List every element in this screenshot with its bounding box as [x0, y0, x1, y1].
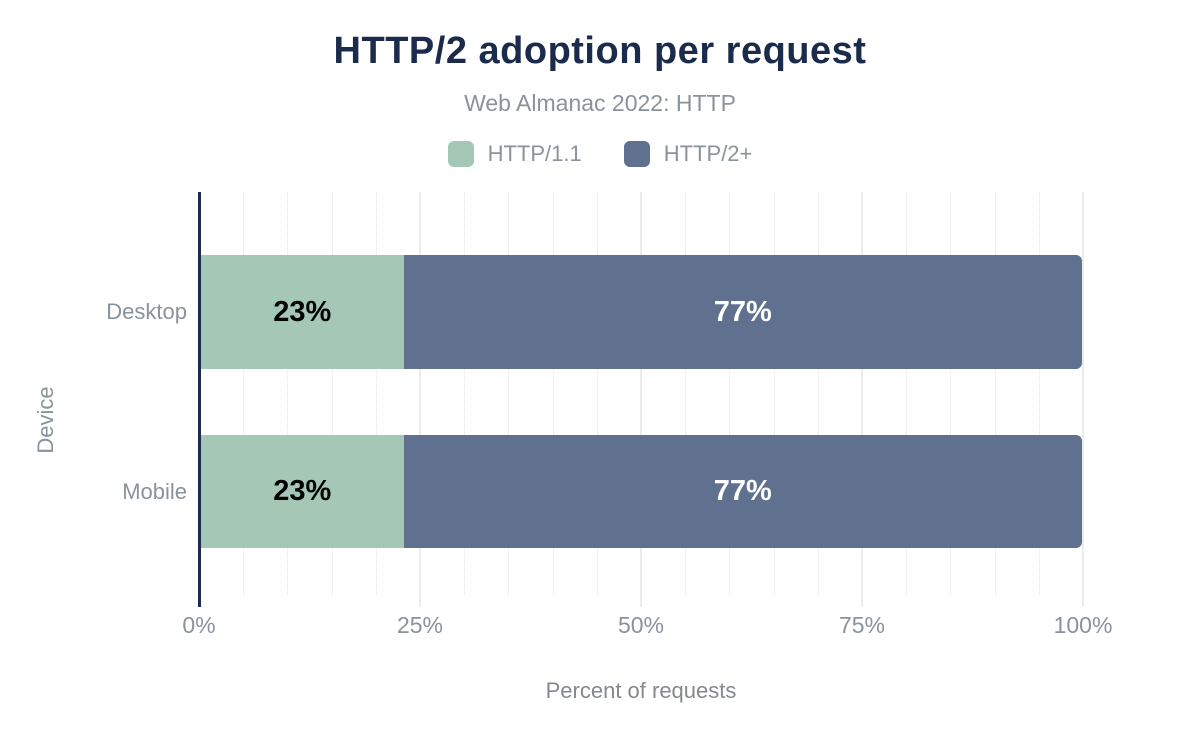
gridline-minor: [375, 192, 377, 595]
x-tick-label-25: 25%: [396, 612, 444, 638]
gridline-major: [419, 192, 421, 607]
chart-area: Device 23% 77% 23% 77% 0% 25% 50% 75% 100% Desk…: [0, 192, 1200, 742]
legend-swatch-http11-icon: [447, 141, 474, 167]
y-axis-line: [198, 192, 201, 607]
x-axis-title: Percent of requests: [545, 678, 737, 703]
gridline-minor: [596, 192, 598, 595]
legend-label-http2: HTTP/2+: [663, 141, 753, 166]
bar-segment-desktop-http-1-1[interactable]: 23%: [201, 255, 404, 369]
bar-row-desktop: 23% 77%: [201, 255, 1082, 369]
gridline-major: [861, 192, 863, 607]
gridline-minor: [994, 192, 996, 595]
x-tick-label-75: 75%: [838, 612, 886, 638]
gridline-minor: [508, 192, 510, 595]
gridline-minor: [552, 192, 554, 595]
gridline-minor: [1038, 192, 1040, 595]
x-tick-label-100: 100%: [1053, 612, 1113, 638]
gridline-major: [1082, 192, 1084, 607]
plot-area: 23% 77% 23% 77% 0% 25% 50% 75% 100%: [182, 192, 1112, 638]
gridline-major: [640, 192, 642, 607]
bar-segment-desktop-http-2[interactable]: 77%: [403, 255, 1082, 369]
legend: HTTP/1.1 HTTP/2+: [0, 141, 1200, 167]
gridline-minor: [287, 192, 289, 595]
chart-subtitle: Web Almanac 2022: HTTP: [464, 90, 736, 116]
x-tick-label-0: 0%: [182, 612, 216, 638]
gridline-minor: [729, 192, 731, 595]
category-label-desktop: Desktop: [106, 299, 187, 324]
legend-label-http11: HTTP/1.1: [487, 141, 582, 166]
gridline-minor: [906, 192, 908, 595]
legend-item-http2: HTTP/2+: [623, 141, 753, 167]
gridline-minor: [331, 192, 333, 595]
bar-segment-mobile-http-2[interactable]: 77%: [403, 435, 1082, 548]
chart-title: HTTP/2 adoption per request: [333, 30, 867, 72]
category-label-mobile: Mobile: [122, 478, 187, 504]
bar-row-mobile: 23% 77%: [201, 435, 1082, 548]
gridline-minor: [773, 192, 775, 595]
gridline-minor: [243, 192, 245, 595]
x-tick-label-50: 50%: [617, 612, 665, 638]
legend-item-http11: HTTP/1.1: [447, 141, 582, 167]
bar-segment-mobile-http-1-1[interactable]: 23%: [201, 435, 404, 548]
gridline-minor: [817, 192, 819, 595]
gridline-minor: [685, 192, 687, 595]
gridline-minor: [950, 192, 952, 595]
gridline-minor: [464, 192, 466, 595]
legend-swatch-http2-icon: [623, 141, 650, 167]
